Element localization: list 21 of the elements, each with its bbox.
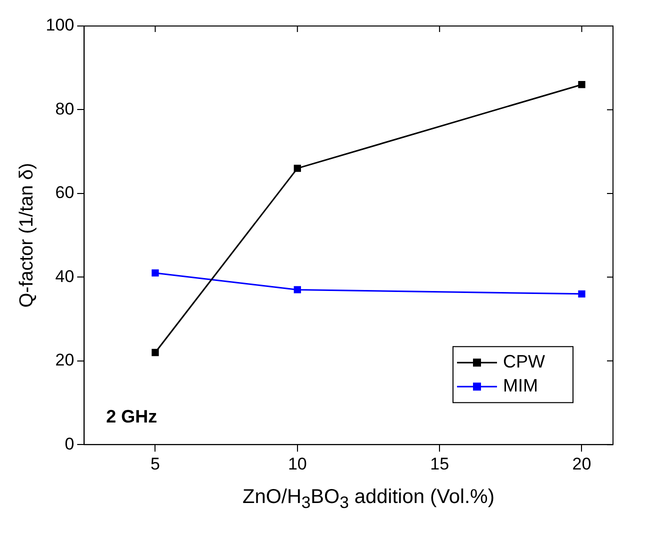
point	[152, 348, 159, 356]
y-axis-title: Q-factor (1/tan δ)	[16, 162, 38, 308]
x-tick-label: 15	[430, 454, 450, 474]
annotation: 2 GHz	[106, 406, 158, 427]
y-tick-label: 0	[64, 434, 74, 454]
y-tick-label: 100	[46, 16, 74, 35]
y-tick-label: 60	[55, 183, 74, 202]
x-axis-title: ZnO/H$_{3}$BO$_{3}$ addition (Vol.%)	[242, 485, 496, 513]
y-tick-label: 80	[55, 99, 74, 118]
point	[578, 290, 586, 298]
x-tick-label: 20	[572, 454, 592, 474]
y-tick-label: 20	[55, 350, 74, 370]
point	[294, 286, 301, 294]
y-tick-label: 40	[55, 266, 74, 286]
x-tick-label: 5	[150, 454, 160, 474]
legend-label: CPW	[503, 352, 546, 372]
legend-label: MIM	[503, 376, 538, 396]
x-tick-label: 10	[288, 454, 307, 474]
point	[294, 164, 301, 172]
point	[578, 81, 586, 88]
point	[152, 269, 159, 277]
